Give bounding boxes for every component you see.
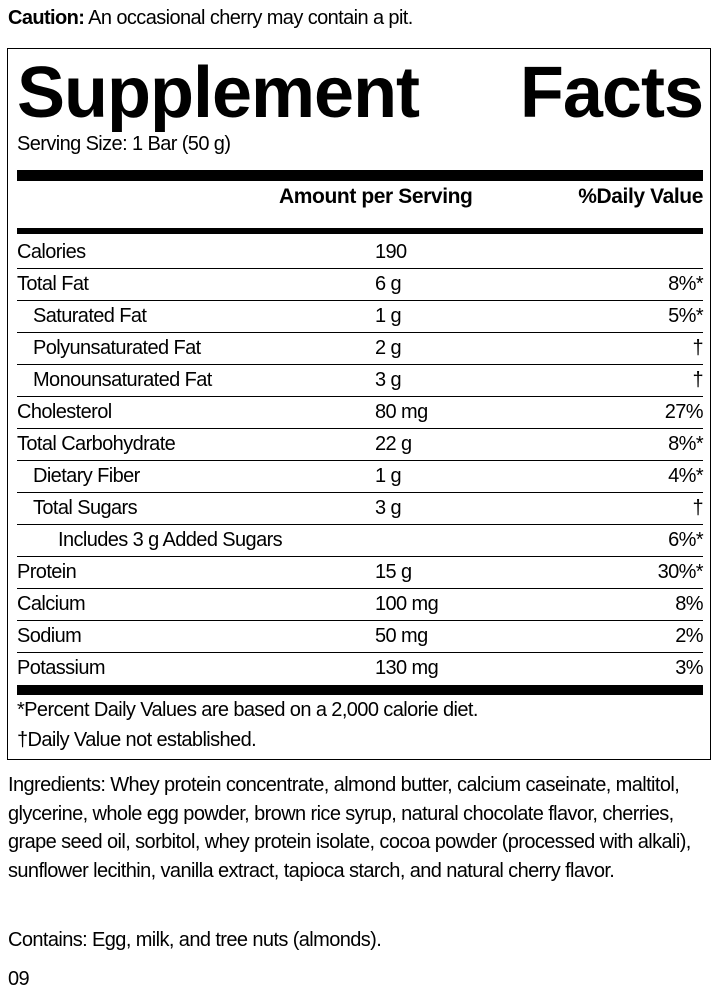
caution-text: An occasional cherry may contain a pit. bbox=[84, 7, 413, 29]
nutrient-row: Cholesterol 80 mg 27% bbox=[17, 397, 704, 429]
nutrient-name: Includes 3 g Added Sugars bbox=[58, 529, 283, 551]
nutrient-daily-value: 6%* bbox=[668, 529, 703, 551]
nutrient-daily-value: 3% bbox=[675, 657, 703, 679]
nutrient-daily-value: 8%* bbox=[668, 433, 703, 455]
title-word: Facts bbox=[519, 53, 704, 133]
nutrient-name: Calories bbox=[17, 241, 86, 263]
nutrient-row: Total Carbohydrate 22 g 8%* bbox=[17, 429, 704, 461]
serving-size: Serving Size: 1 Bar (50 g) bbox=[17, 133, 231, 155]
nutrient-row: Polyunsaturated Fat 2 g † bbox=[17, 333, 704, 365]
caution-label: Caution: bbox=[8, 7, 85, 29]
nutrient-amount: 190 bbox=[375, 241, 407, 263]
nutrient-daily-value: † bbox=[692, 497, 703, 519]
nutrient-row: Total Sugars 3 g † bbox=[17, 493, 704, 525]
nutrient-daily-value: 27% bbox=[664, 401, 704, 423]
nutrient-row: Dietary Fiber 1 g 4%* bbox=[17, 461, 704, 493]
nutrient-name: Potassium bbox=[17, 657, 106, 679]
nutrient-amount: 3 g bbox=[375, 497, 402, 519]
nutrient-amount: 3 g bbox=[375, 369, 402, 391]
nutrient-name: Dietary Fiber bbox=[33, 465, 140, 487]
title-word: Supplement bbox=[17, 53, 420, 133]
nutrient-daily-value: 30%* bbox=[657, 561, 704, 583]
nutrient-row: Calcium 100 mg 8% bbox=[17, 589, 704, 621]
thick-divider bbox=[17, 685, 703, 695]
nutrient-row: Sodium 50 mg 2% bbox=[17, 621, 704, 653]
medium-divider bbox=[17, 228, 703, 234]
nutrient-table: Calories 190 Total Fat 6 g 8%* Saturated Fat 1… bbox=[17, 237, 704, 684]
nutrient-row: Potassium 130 mg 3% bbox=[17, 653, 704, 684]
nutrient-daily-value: 8% bbox=[675, 593, 703, 615]
product-code: 09 bbox=[8, 968, 30, 990]
nutrient-row: Calories 190 bbox=[17, 237, 703, 269]
allergen-statement: Contains: Egg, milk, and tree nuts (almo… bbox=[8, 929, 382, 951]
footnote-daily-values: *Percent Daily Values are based on a 2,0… bbox=[17, 699, 478, 721]
panel-title: Supplement Facts bbox=[17, 53, 704, 133]
nutrient-row: Saturated Fat 1 g 5%* bbox=[17, 301, 704, 333]
amount-header: Amount per Serving bbox=[279, 185, 473, 208]
nutrient-amount: 130 mg bbox=[375, 657, 439, 679]
nutrient-name: Protein bbox=[17, 561, 77, 583]
nutrient-name: Total Fat bbox=[17, 273, 89, 295]
nutrient-row: Monounsaturated Fat 3 g † bbox=[17, 365, 704, 397]
nutrient-row: Includes 3 g Added Sugars 6%* bbox=[17, 525, 704, 557]
nutrient-daily-value: 8%* bbox=[668, 273, 703, 295]
nutrient-name: Cholesterol bbox=[17, 401, 112, 423]
nutrient-amount: 2 g bbox=[375, 337, 402, 359]
nutrient-name: Total Carbohydrate bbox=[17, 433, 176, 455]
nutrient-name: Sodium bbox=[17, 625, 82, 647]
nutrient-amount: 22 g bbox=[375, 433, 412, 455]
nutrient-name: Polyunsaturated Fat bbox=[33, 337, 201, 359]
caution-statement: Caution: An occasional cherry may contai… bbox=[8, 7, 413, 30]
supplement-facts-panel: Supplement Facts Serving Size: 1 Bar (50 … bbox=[7, 48, 711, 760]
nutrient-row: Protein 15 g 30%* bbox=[17, 557, 704, 589]
daily-value-header: %Daily Value bbox=[578, 185, 703, 208]
footnote-not-established: †Daily Value not established. bbox=[17, 729, 257, 751]
nutrient-amount: 80 mg bbox=[375, 401, 428, 423]
nutrient-name: Total Sugars bbox=[33, 497, 138, 519]
nutrient-amount: 15 g bbox=[375, 561, 412, 583]
nutrient-daily-value: 2% bbox=[675, 625, 703, 647]
nutrient-amount: 6 g bbox=[375, 273, 402, 295]
nutrient-name: Calcium bbox=[17, 593, 86, 615]
nutrient-row: Total Fat 6 g 8%* bbox=[17, 269, 704, 301]
nutrient-daily-value: † bbox=[692, 369, 703, 391]
ingredients: Ingredients: Whey protein concentrate, a… bbox=[8, 774, 691, 882]
nutrient-amount: 1 g bbox=[375, 305, 402, 327]
nutrient-amount: 50 mg bbox=[375, 625, 428, 647]
thick-divider bbox=[17, 170, 703, 181]
nutrient-amount: 100 mg bbox=[375, 593, 439, 615]
nutrient-amount: 1 g bbox=[375, 465, 402, 487]
nutrient-name: Monounsaturated Fat bbox=[33, 369, 212, 391]
nutrient-daily-value: 4%* bbox=[668, 465, 703, 487]
nutrient-daily-value: † bbox=[692, 337, 703, 359]
nutrient-daily-value: 5%* bbox=[668, 305, 703, 327]
nutrient-name: Saturated Fat bbox=[33, 305, 147, 327]
